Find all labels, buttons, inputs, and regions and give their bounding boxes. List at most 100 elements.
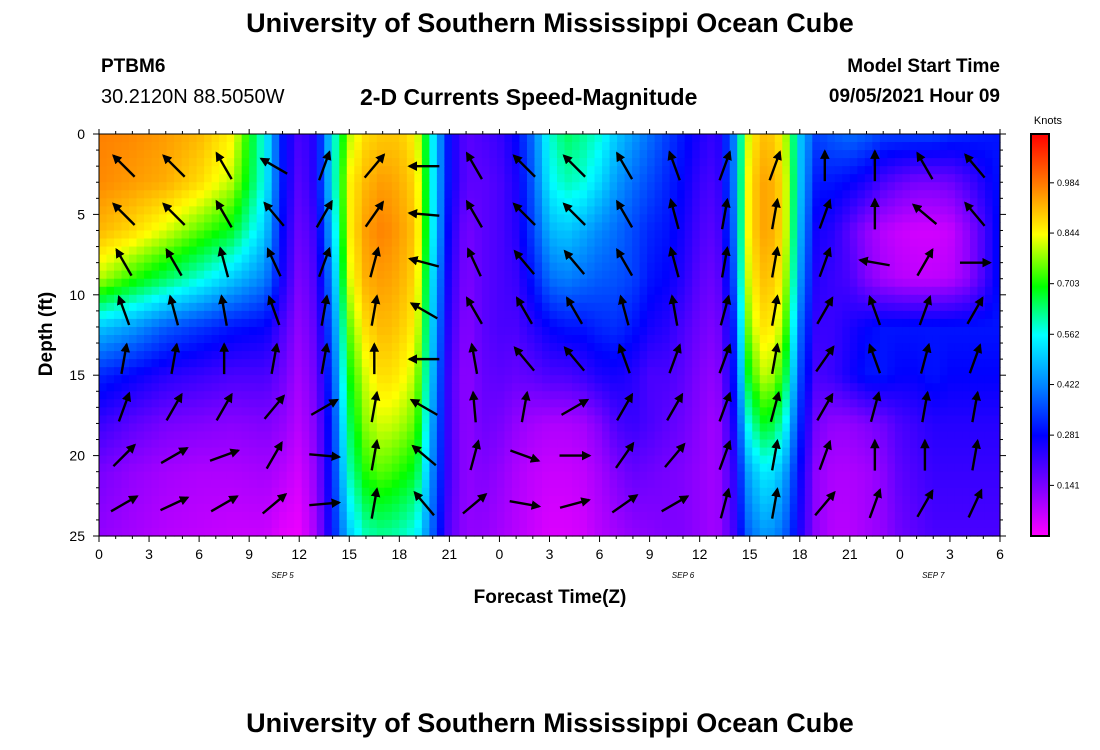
heatmap-cell — [932, 391, 941, 400]
heatmap-cell — [782, 174, 791, 183]
heatmap-cell — [677, 222, 686, 232]
heatmap-cell — [902, 174, 911, 183]
heatmap-cell — [857, 238, 866, 248]
heatmap-cell — [864, 407, 873, 416]
heatmap-cell — [789, 439, 798, 449]
heatmap-cell — [219, 455, 228, 465]
heatmap-cell — [669, 343, 678, 352]
heatmap-cell — [714, 407, 723, 416]
heatmap-cell — [414, 415, 423, 425]
heatmap-cell — [159, 375, 168, 384]
heatmap-cell — [234, 166, 243, 175]
heatmap-cell — [144, 278, 153, 288]
heatmap-cell — [557, 367, 566, 376]
heatmap-cell — [256, 222, 265, 232]
heatmap-cell — [692, 447, 701, 457]
heatmap-cell — [489, 182, 498, 191]
heatmap-cell — [669, 431, 678, 441]
heatmap-cell — [399, 166, 408, 175]
heatmap-cell — [782, 391, 791, 400]
heatmap-cell — [849, 238, 858, 248]
heatmap-cell — [782, 166, 791, 175]
heatmap-cell — [834, 278, 843, 288]
heatmap-cell — [909, 391, 919, 400]
heatmap-cell — [834, 447, 843, 457]
heatmap-cell — [384, 463, 393, 473]
heatmap-cell — [151, 254, 160, 264]
heatmap-cell — [594, 407, 603, 416]
heatmap-cell — [759, 198, 768, 207]
heatmap-cell — [354, 415, 363, 425]
heatmap-cell — [587, 423, 596, 433]
heatmap-cell — [204, 166, 213, 175]
heatmap-cell — [286, 415, 295, 425]
heatmap-cell — [294, 166, 303, 175]
heatmap-cell — [602, 326, 611, 336]
heatmap-cell — [399, 150, 408, 159]
heatmap-cell — [549, 150, 558, 159]
heatmap-cell — [264, 447, 273, 457]
heatmap-cell — [759, 214, 768, 224]
heatmap-cell — [639, 335, 648, 344]
heatmap-cell — [909, 246, 919, 256]
heatmap-cell — [474, 415, 483, 425]
heatmap-cell — [339, 407, 348, 416]
heatmap-cell — [286, 142, 295, 151]
heatmap-cell — [572, 198, 581, 207]
heatmap-cell — [204, 375, 213, 384]
heatmap-cell — [369, 222, 378, 232]
heatmap-cell — [376, 335, 385, 344]
heatmap-cell — [827, 222, 836, 232]
heatmap-cell — [579, 439, 588, 449]
heatmap-cell — [249, 383, 258, 392]
heatmap-cell — [504, 447, 513, 457]
heatmap-cell — [879, 407, 888, 416]
heatmap-cell — [496, 375, 506, 384]
heatmap-cell — [647, 214, 656, 224]
heatmap-cell — [421, 455, 430, 465]
heatmap-cell — [504, 222, 513, 232]
heatmap-cell — [189, 423, 198, 433]
heatmap-cell — [932, 214, 941, 224]
heatmap-cell — [572, 326, 581, 336]
heatmap-cell — [729, 310, 738, 320]
heatmap-cell — [286, 262, 295, 272]
heatmap-cell — [271, 134, 280, 143]
heatmap-cell — [759, 166, 768, 175]
heatmap-cell — [872, 375, 881, 384]
heatmap-cell — [992, 278, 1001, 288]
heatmap-cell — [872, 182, 881, 191]
heatmap-cell — [219, 230, 228, 240]
heatmap-cell — [722, 230, 731, 240]
heatmap-cell — [511, 222, 521, 232]
heatmap-cell — [211, 375, 220, 384]
heatmap-cell — [647, 383, 656, 392]
heatmap-cell — [196, 238, 205, 248]
heatmap-cell — [421, 150, 430, 159]
heatmap-cell — [489, 431, 498, 441]
heatmap-cell — [129, 302, 138, 312]
heatmap-cell — [309, 359, 318, 368]
heatmap-cell — [969, 214, 979, 224]
heatmap-cell — [504, 375, 513, 384]
heatmap-cell — [316, 302, 325, 312]
heatmap-cell — [271, 230, 280, 240]
heatmap-cell — [864, 238, 873, 248]
heatmap-cell — [654, 214, 663, 224]
heatmap-cell — [887, 383, 896, 392]
heatmap-cell — [947, 383, 956, 392]
heatmap-cell — [789, 166, 798, 175]
heatmap-cell — [324, 383, 333, 392]
heatmap-cell — [879, 238, 888, 248]
heatmap-cell — [121, 367, 130, 376]
heatmap-cell — [166, 415, 175, 425]
heatmap-cell — [887, 134, 896, 143]
heatmap-cell — [909, 230, 919, 240]
heatmap-cell — [346, 335, 355, 344]
heatmap-cell — [872, 302, 881, 312]
heatmap-cell — [361, 278, 370, 288]
heatmap-cell — [722, 431, 731, 441]
heatmap-cell — [602, 158, 611, 167]
heatmap-cell — [894, 359, 903, 368]
heatmap-cell — [384, 310, 393, 320]
